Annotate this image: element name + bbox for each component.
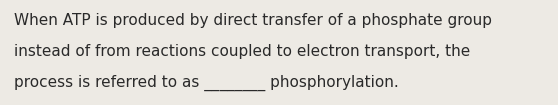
Text: instead of from reactions coupled to electron transport, the: instead of from reactions coupled to ele… bbox=[14, 44, 470, 59]
Text: process is referred to as ________ phosphorylation.: process is referred to as ________ phosp… bbox=[14, 75, 399, 91]
Text: When ATP is produced by direct transfer of a phosphate group: When ATP is produced by direct transfer … bbox=[14, 13, 492, 28]
